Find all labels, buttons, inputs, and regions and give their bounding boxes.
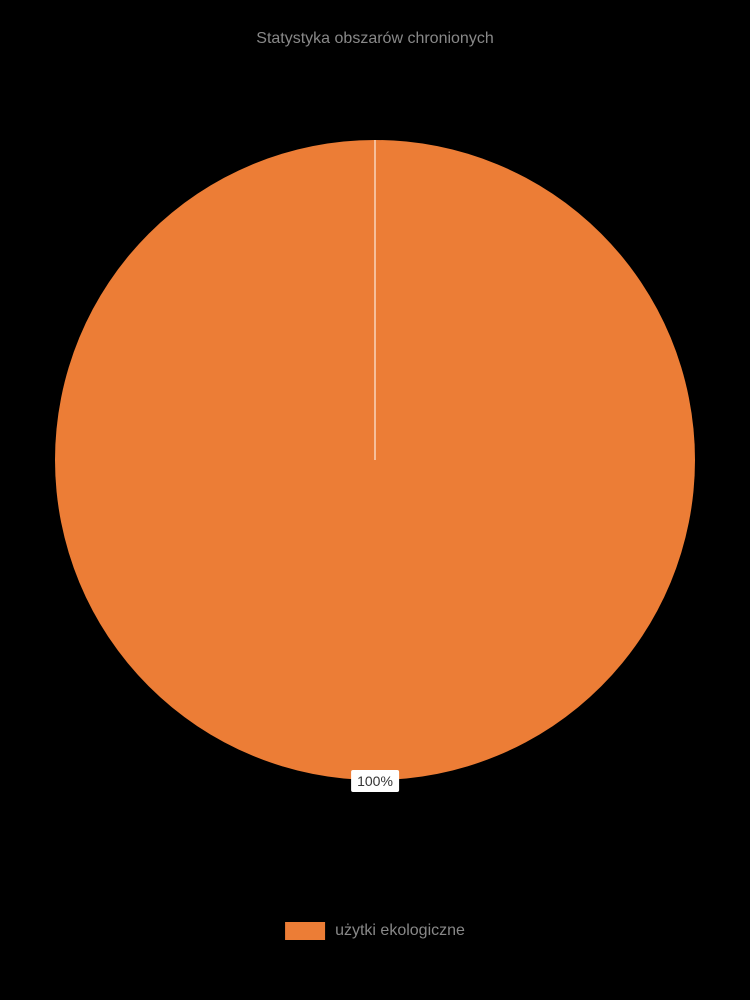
chart-title: Statystyka obszarów chronionych [0, 0, 750, 48]
pie-chart: 100% [55, 140, 695, 780]
legend-swatch-0 [285, 922, 325, 940]
legend-label-0: użytki ekologiczne [335, 922, 465, 940]
pie-divider-line [375, 140, 376, 460]
percent-label-0: 100% [351, 770, 399, 792]
chart-legend: użytki ekologiczne [285, 922, 465, 940]
